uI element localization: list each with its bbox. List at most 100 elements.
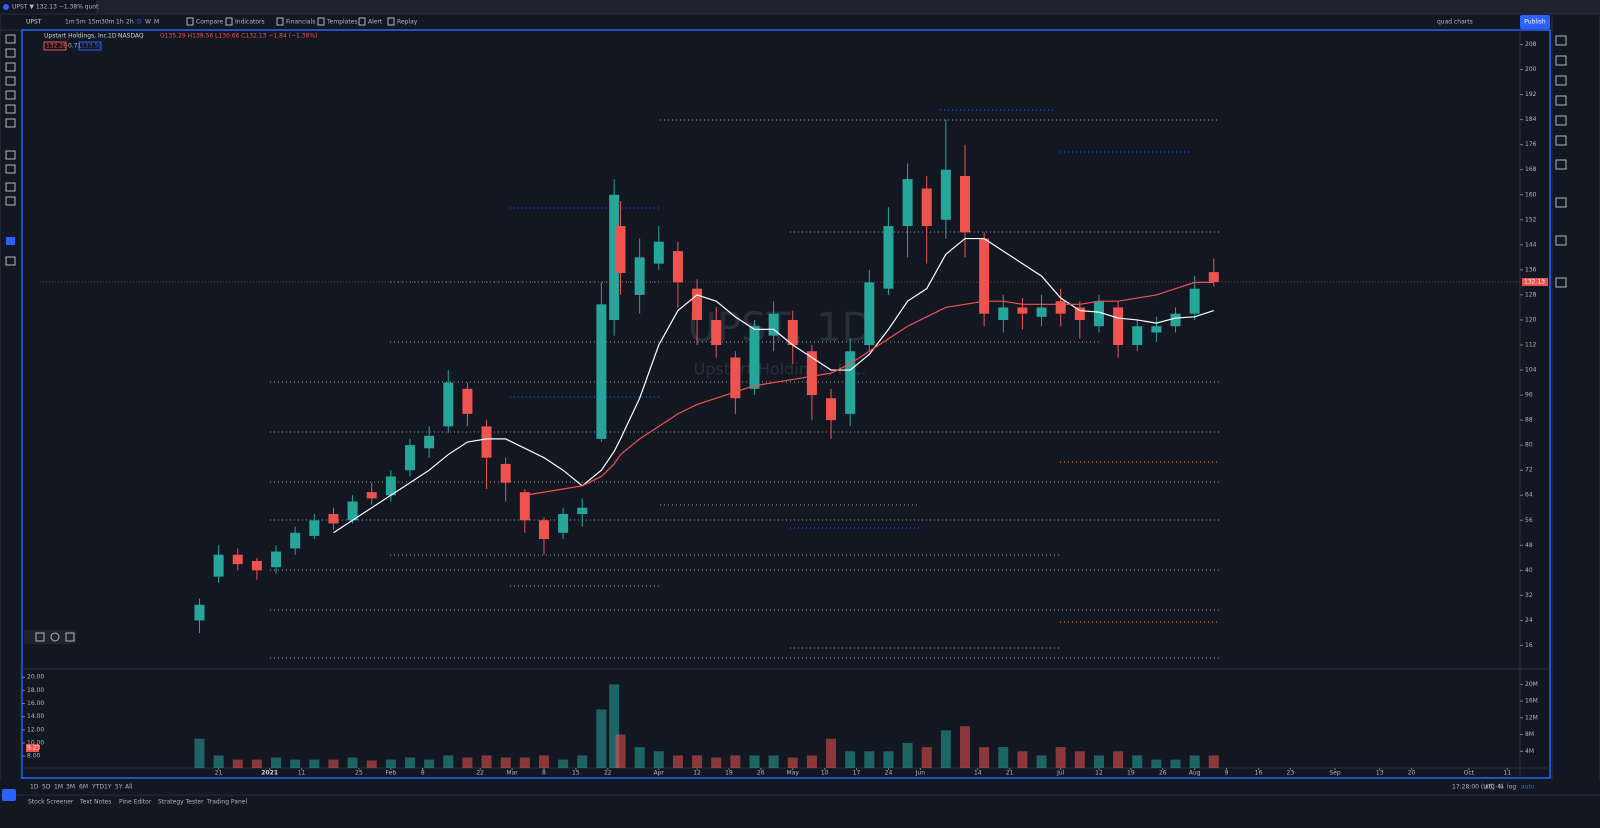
toolbar-icon[interactable] <box>186 17 194 26</box>
toolbar-icon[interactable] <box>387 17 395 26</box>
scale-option[interactable]: adj <box>1485 784 1494 791</box>
sidebar-icon[interactable] <box>1555 159 1567 170</box>
toolbar-button[interactable]: Templates <box>326 19 358 26</box>
interval-button[interactable]: 2h <box>126 19 134 26</box>
sidebar-icon[interactable] <box>1555 197 1567 208</box>
y-tick-label: 184 <box>1525 116 1537 123</box>
float-icon[interactable] <box>35 632 45 642</box>
left-last-box <box>26 744 39 753</box>
candle-body <box>500 463 511 483</box>
sidebar-icon[interactable] <box>1555 235 1567 246</box>
drawing-levels <box>270 109 1220 659</box>
range-button[interactable]: 6M <box>79 784 88 791</box>
candle-body <box>1074 307 1085 320</box>
toolbar-symbol[interactable]: UPST <box>26 19 42 26</box>
volume-bar <box>1189 755 1200 768</box>
tool-icon[interactable] <box>5 150 16 160</box>
range-button[interactable]: YTD <box>91 784 104 791</box>
range-button[interactable]: 3M <box>66 784 75 791</box>
toolbar-icon[interactable] <box>276 17 284 26</box>
tool-icon[interactable] <box>5 62 16 72</box>
tool-icon[interactable] <box>5 196 16 206</box>
candle-body <box>519 492 530 521</box>
range-button[interactable]: 1Y <box>104 784 112 791</box>
volume-bar <box>347 757 358 768</box>
x-tick-label: 19 <box>725 770 733 777</box>
x-tick-label: 10 <box>821 770 829 777</box>
range-button[interactable]: 1D <box>30 784 39 791</box>
x-tick-label: 25 <box>355 770 363 777</box>
range-button[interactable]: 5D <box>42 784 51 791</box>
interval-button[interactable]: 1m <box>65 19 75 26</box>
candle-body <box>1036 307 1047 317</box>
bottom-tab[interactable]: Text Notes <box>79 799 111 806</box>
layout-name[interactable]: quad charts <box>1437 19 1473 26</box>
publish-button[interactable] <box>1520 15 1550 29</box>
candle-body <box>328 514 339 524</box>
bottom-tab[interactable]: Stock Screener <box>28 799 74 806</box>
candle-body <box>577 507 588 515</box>
x-tick-label: 22 <box>604 770 612 777</box>
sidebar-icon[interactable] <box>1555 115 1567 126</box>
toolbar-button[interactable]: Indicators <box>235 19 265 26</box>
sidebar-icon[interactable] <box>1555 55 1567 66</box>
bottom-tab[interactable]: Trading Panel <box>206 799 247 806</box>
range-button[interactable]: 5Y <box>115 784 123 791</box>
x-tick-label: 24 <box>885 770 893 777</box>
sidebar-icon[interactable] <box>1555 95 1567 106</box>
toolbar-button[interactable]: Compare <box>196 19 224 26</box>
active-tab[interactable] <box>0 0 96 14</box>
tool-icon[interactable] <box>5 256 16 266</box>
interval-button[interactable]: D <box>137 19 142 26</box>
range-button[interactable]: 1M <box>54 784 63 791</box>
float-icon[interactable] <box>65 632 75 642</box>
toolbar-button[interactable]: Alert <box>368 19 383 26</box>
scale-option[interactable]: auto <box>1521 784 1535 791</box>
tool-icon[interactable] <box>5 104 16 114</box>
volume-bar <box>424 759 435 768</box>
toolbar-icon[interactable] <box>317 17 325 26</box>
tool-icon[interactable] <box>6 237 15 245</box>
moving-average <box>333 237 1214 534</box>
x-tick-label: Mar <box>506 770 518 777</box>
bottom-logo[interactable] <box>2 789 16 801</box>
x-tick-label: Apr <box>654 770 665 777</box>
bottom-tab[interactable]: Pine Editor <box>119 799 152 806</box>
tool-icon[interactable] <box>5 34 16 44</box>
interval-button[interactable]: W <box>145 19 151 26</box>
interval-button[interactable]: 15m <box>88 19 102 26</box>
interval-button[interactable]: 5m <box>76 19 86 26</box>
candle-body <box>481 426 492 458</box>
tool-icon[interactable] <box>5 90 16 100</box>
toolbar-icon[interactable] <box>225 17 233 26</box>
float-icon[interactable] <box>50 632 60 642</box>
volume-bar <box>271 757 282 768</box>
sidebar-icon[interactable] <box>1555 135 1567 146</box>
interval-button[interactable]: M <box>154 19 159 26</box>
scale-option[interactable]: log <box>1507 784 1516 791</box>
tool-icon[interactable] <box>5 118 16 128</box>
x-tick-label: 2021 <box>261 770 278 777</box>
interval-button[interactable]: 1h <box>116 19 124 26</box>
tool-icon[interactable] <box>5 76 16 86</box>
candle-body <box>883 226 894 289</box>
toolbar-button[interactable]: Financials <box>286 19 315 26</box>
tool-icon[interactable] <box>5 48 16 58</box>
sidebar-icon[interactable] <box>1555 75 1567 86</box>
publish-label[interactable]: Publish <box>1524 19 1546 26</box>
volume-bar <box>768 755 779 768</box>
volume-bar <box>1151 759 1162 768</box>
toolbar-icon[interactable] <box>358 17 366 26</box>
tool-icon[interactable] <box>5 182 16 192</box>
tool-icon[interactable] <box>5 164 16 174</box>
scale-option[interactable]: % <box>1498 784 1504 791</box>
sidebar-icon[interactable] <box>1555 277 1567 288</box>
interval-button[interactable]: 30m <box>101 19 115 26</box>
sidebar-icon[interactable] <box>1555 35 1567 46</box>
bottom-tab[interactable]: Strategy Tester <box>158 799 204 806</box>
volume-bar <box>405 757 415 768</box>
candle-body <box>921 188 932 227</box>
volume-bar <box>806 755 817 768</box>
toolbar-button[interactable]: Replay <box>397 19 418 26</box>
range-button[interactable]: All <box>125 784 133 791</box>
